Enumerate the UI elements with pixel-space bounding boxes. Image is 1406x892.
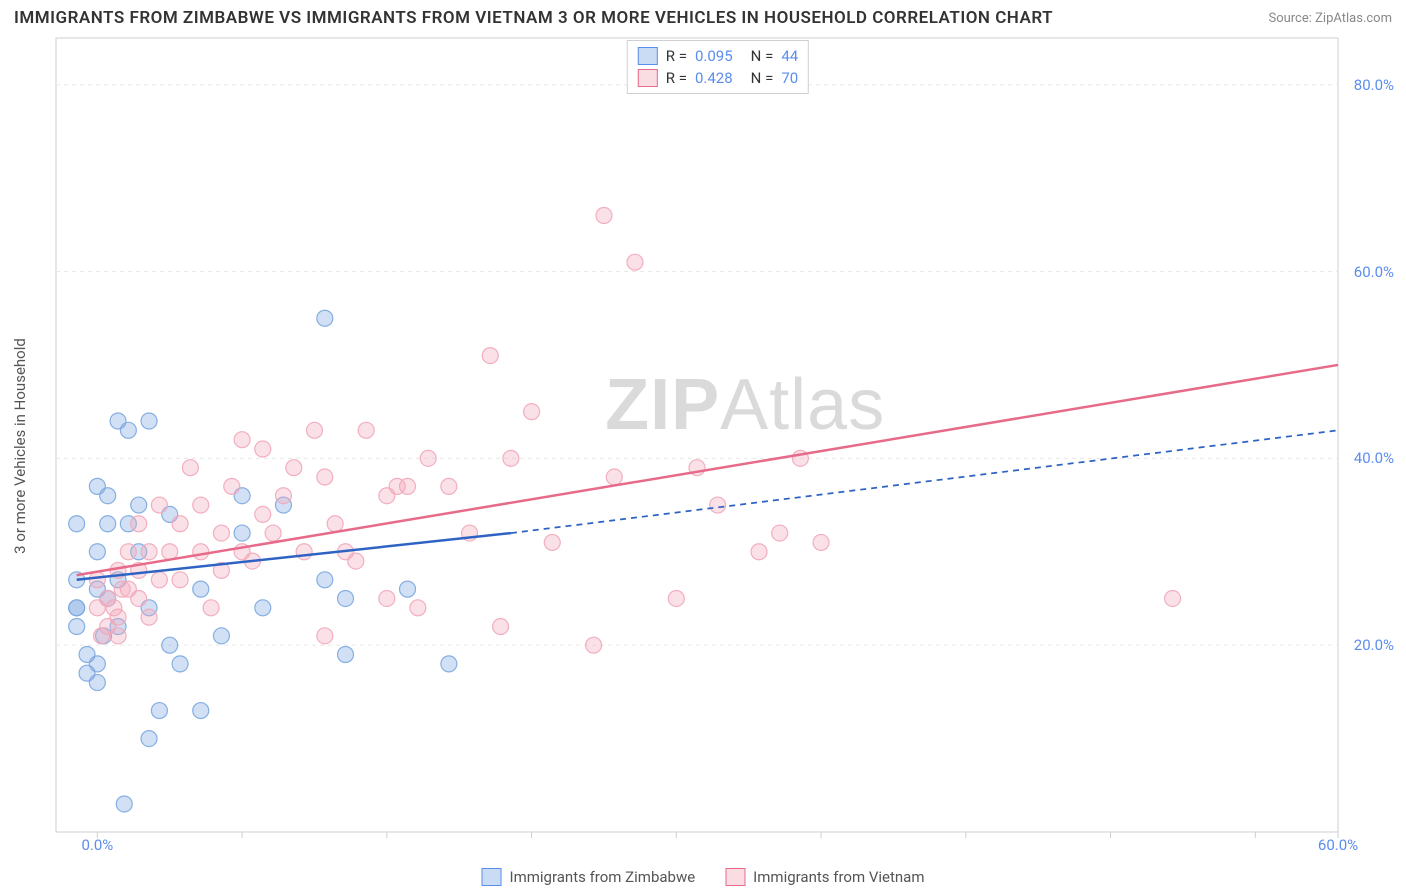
source-link[interactable]: ZipAtlas.com — [1315, 11, 1392, 26]
xtick-label: 60.0% — [1318, 836, 1358, 854]
legend-swatch-pink — [638, 69, 658, 87]
n-value: 70 — [781, 67, 798, 89]
r-value: 0.428 — [695, 67, 733, 89]
r-label: R = — [666, 67, 687, 89]
chart-header: IMMIGRANTS FROM ZIMBABWE VS IMMIGRANTS F… — [0, 0, 1406, 32]
legend-swatch-pink — [725, 868, 745, 886]
n-value: 44 — [781, 45, 798, 67]
n-label: N = — [751, 45, 774, 67]
xtick-label: 0.0% — [81, 836, 113, 854]
r-value: 0.095 — [695, 45, 733, 67]
legend-series: Immigrants from Zimbabwe Immigrants from… — [482, 868, 925, 886]
chart-source: Source: ZipAtlas.com — [1268, 11, 1392, 26]
legend-stats-row-0: R = 0.095 N = 44 — [638, 45, 798, 67]
legend-item-zimbabwe: Immigrants from Zimbabwe — [482, 868, 696, 886]
ytick-label: 40.0% — [1354, 449, 1394, 467]
legend-swatch-blue — [482, 868, 502, 886]
legend-stats: R = 0.095 N = 44 R = 0.428 N = 70 — [627, 40, 809, 94]
ytick-label: 60.0% — [1354, 263, 1394, 281]
legend-label: Immigrants from Zimbabwe — [510, 868, 696, 886]
y-axis-label: 3 or more Vehicles in Household — [11, 338, 29, 554]
r-label: R = — [666, 45, 687, 67]
ytick-label: 20.0% — [1354, 636, 1394, 654]
legend-label: Immigrants from Vietnam — [753, 868, 924, 886]
n-label: N = — [751, 67, 774, 89]
ytick-label: 80.0% — [1354, 76, 1394, 94]
legend-swatch-blue — [638, 47, 658, 65]
source-prefix: Source: — [1268, 11, 1315, 26]
legend-stats-row-1: R = 0.428 N = 70 — [638, 67, 798, 89]
chart-area: 3 or more Vehicles in Household ZIPAtlas… — [38, 36, 1398, 856]
chart-title: IMMIGRANTS FROM ZIMBABWE VS IMMIGRANTS F… — [14, 8, 1053, 28]
legend-item-vietnam: Immigrants from Vietnam — [725, 868, 924, 886]
scatter-plot — [52, 36, 1398, 856]
